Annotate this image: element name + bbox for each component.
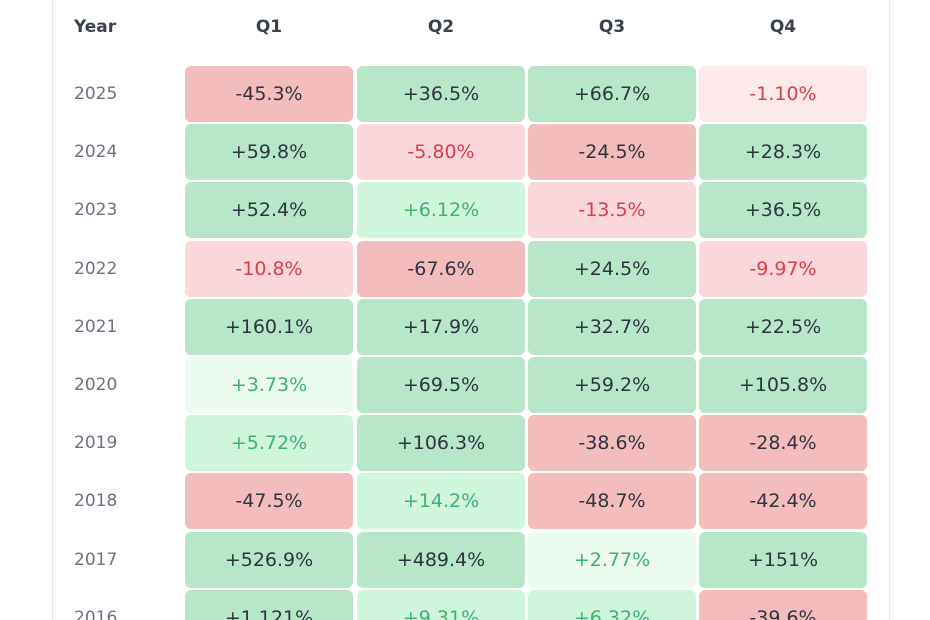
year-cell: 2024 [74, 142, 118, 163]
return-cell-q3[interactable]: -38.6% [528, 415, 696, 472]
year-cell: 2016 [74, 607, 118, 620]
column-header-q4: Q4 [769, 17, 797, 37]
table-row: 2020 +3.73% +69.5% +59.2% +105.8% [0, 357, 930, 415]
year-cell: 2022 [74, 258, 118, 279]
year-cell: 2017 [74, 549, 118, 570]
return-cell-q4[interactable]: +28.3% [699, 124, 867, 181]
return-cell-q1[interactable]: -45.3% [185, 66, 353, 122]
return-cell-q4[interactable]: -39.6% [699, 589, 867, 620]
return-cell-q4[interactable]: -28.4% [699, 415, 867, 472]
year-cell: 2021 [74, 316, 118, 337]
return-cell-q3[interactable]: -48.7% [528, 473, 696, 530]
table-row: 2018 -47.5% +14.2% -48.7% -42.4% [0, 473, 930, 531]
return-cell-q1[interactable]: -47.5% [185, 473, 353, 530]
return-cell-q1[interactable]: +59.8% [185, 124, 353, 181]
return-cell-q3[interactable]: +6.32% [528, 589, 696, 620]
return-cell-q1[interactable]: +526.9% [185, 531, 353, 588]
return-cell-q4[interactable]: -1.10% [699, 66, 867, 122]
return-cell-q1[interactable]: +5.72% [185, 415, 353, 472]
return-cell-q1[interactable]: +1,121% [185, 589, 353, 620]
column-header-q1: Q1 [255, 17, 283, 37]
table-row: 2023 +52.4% +6.12% -13.5% +36.5% [0, 182, 930, 240]
return-cell-q1[interactable]: +160.1% [185, 298, 353, 355]
return-cell-q2[interactable]: +69.5% [357, 357, 525, 413]
return-cell-q4[interactable]: +22.5% [699, 298, 867, 355]
return-cell-q3[interactable]: -24.5% [528, 124, 696, 181]
return-cell-q2[interactable]: +17.9% [357, 298, 525, 355]
table-row: 2024 +59.8% -5.80% -24.5% +28.3% [0, 124, 930, 182]
return-cell-q2[interactable]: +36.5% [357, 66, 525, 122]
return-cell-q1[interactable]: +3.73% [185, 357, 353, 413]
return-cell-q4[interactable]: +36.5% [699, 182, 867, 239]
return-cell-q3[interactable]: +59.2% [528, 357, 696, 413]
table-row: 2019 +5.72% +106.3% -38.6% -28.4% [0, 415, 930, 473]
return-cell-q3[interactable]: +66.7% [528, 66, 696, 122]
return-cell-q2[interactable]: +9.31% [357, 589, 525, 620]
table-row: 2022 -10.8% -67.6% +24.5% -9.97% [0, 240, 930, 299]
return-cell-q2[interactable]: +14.2% [357, 473, 525, 530]
table-row: 2025 -45.3% +36.5% +66.7% -1.10% [0, 66, 930, 124]
return-cell-q4[interactable]: -9.97% [699, 240, 867, 297]
return-cell-q1[interactable]: +52.4% [185, 182, 353, 239]
return-cell-q3[interactable]: +2.77% [528, 531, 696, 588]
year-cell: 2019 [74, 433, 118, 454]
column-header-q3: Q3 [598, 17, 626, 37]
column-header-year: Year [74, 17, 117, 37]
return-cell-q2[interactable]: +6.12% [357, 182, 525, 239]
return-cell-q4[interactable]: -42.4% [699, 473, 867, 530]
return-cell-q3[interactable]: +32.7% [528, 298, 696, 355]
return-cell-q2[interactable]: -5.80% [357, 124, 525, 181]
year-cell: 2020 [74, 375, 118, 395]
return-cell-q3[interactable]: -13.5% [528, 182, 696, 239]
return-cell-q2[interactable]: +489.4% [357, 531, 525, 588]
table-row: 2017 +526.9% +489.4% +2.77% +151% [0, 531, 930, 590]
return-cell-q1[interactable]: -10.8% [185, 240, 353, 297]
table-row: 2021 +160.1% +17.9% +32.7% +22.5% [0, 298, 930, 357]
column-header-q2: Q2 [427, 17, 455, 37]
return-cell-q4[interactable]: +151% [699, 531, 867, 588]
year-cell: 2023 [74, 200, 118, 221]
return-cell-q2[interactable]: +106.3% [357, 415, 525, 472]
year-cell: 2025 [74, 84, 118, 104]
table-header: Year Q1 Q2 Q3 Q4 [0, 0, 930, 56]
return-cell-q2[interactable]: -67.6% [357, 240, 525, 297]
year-cell: 2018 [74, 491, 118, 512]
return-cell-q3[interactable]: +24.5% [528, 240, 696, 297]
return-cell-q4[interactable]: +105.8% [699, 357, 867, 413]
table-row: 2016 +1,121% +9.31% +6.32% -39.6% [0, 589, 930, 620]
